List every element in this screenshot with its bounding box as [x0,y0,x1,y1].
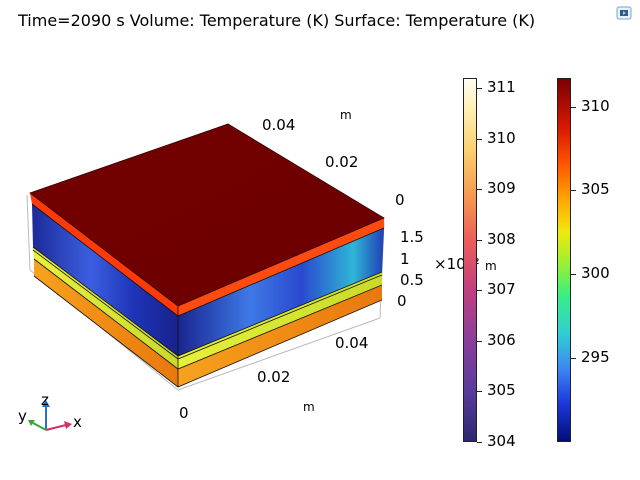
x-tick-label: 0.02 [257,368,290,386]
colorbar-tick-label: 295 [581,348,610,367]
volume-colorbar [463,78,477,442]
colorbar-tick-mark [477,189,482,191]
colorbar-tick-label: 310 [487,128,516,147]
colorbar-tick-label: 309 [487,179,516,198]
plot-title: Time=2090 s Volume: Temperature (K) Surf… [18,11,536,30]
x-tick-label: 0.04 [335,334,368,352]
axis-triad: z x y [18,391,82,431]
colorbar-tick-mark [477,340,482,342]
colorbar-tick-mark [477,391,482,393]
layer-outlines [31,203,385,388]
triad-z-label: z [41,391,49,409]
z-tick-label: 1.5 [400,228,424,246]
block-top-face [29,123,385,307]
colorbar-tick-mark [571,190,576,192]
colorbar-tick-mark [571,358,576,360]
x-axis-unit: m [303,400,315,414]
z-tick-label: 0.5 [400,271,424,289]
surface-colorbar [557,78,571,442]
colorbar-tick-label: 305 [487,381,516,400]
colorbar-tick-mark [571,274,576,276]
colorbar-tick-label: 305 [581,180,610,199]
y-tick-label: 0 [395,191,405,209]
z-tick-label: 1 [400,250,410,268]
triad-y-label: y [18,407,27,425]
colorbar-tick-mark [477,88,482,90]
y-axis-unit: m [340,108,352,122]
colorbar-tick-mark [477,290,482,292]
colorbar-tick-label: 310 [581,96,610,115]
colorbar-tick-mark [571,106,576,108]
colorbar-tick-label: 307 [487,280,516,299]
colorbar-tick-label: 308 [487,229,516,248]
z-tick-label: 0 [397,292,407,310]
y-tick-label: 0.02 [325,153,358,171]
z-axis-unit: m [485,259,497,273]
triad-x-label: x [73,413,82,431]
colorbar-tick-mark [477,442,482,443]
colorbar-tick-mark [477,138,482,140]
colorbar-tick-label: 306 [487,330,516,349]
colorbar-tick-label: 304 [487,432,516,450]
x-tick-label: 0 [179,404,189,422]
colorbar-tick-label: 300 [581,264,610,283]
y-tick-label: 0.04 [262,116,295,134]
colorbar-tick-mark [477,239,482,241]
zoom-extents-icon[interactable] [616,5,632,21]
colorbar-tick-label: 311 [487,78,516,97]
